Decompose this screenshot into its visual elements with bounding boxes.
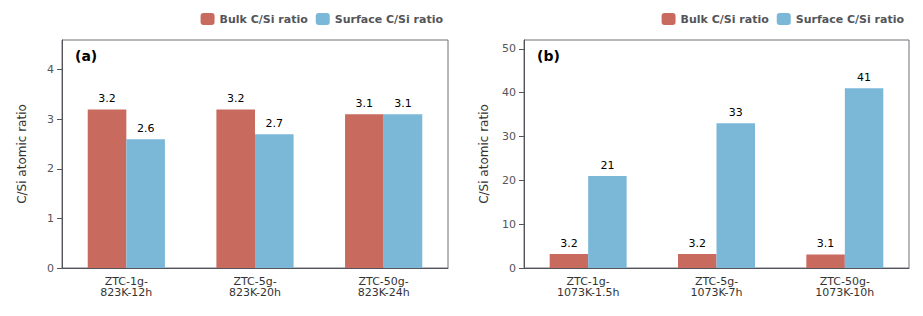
- svg-text:0: 0: [509, 262, 516, 275]
- svg-text:50: 50: [502, 42, 516, 55]
- svg-text:3: 3: [47, 113, 54, 126]
- svg-text:40: 40: [502, 86, 516, 99]
- svg-text:2.6: 2.6: [137, 122, 155, 135]
- svg-text:ZTC-5g-: ZTC-5g-: [233, 275, 277, 288]
- svg-text:Bulk C/Si ratio: Bulk C/Si ratio: [681, 13, 770, 26]
- svg-text:3.2: 3.2: [98, 92, 116, 105]
- svg-text:ZTC-50g-: ZTC-50g-: [819, 275, 870, 288]
- svg-text:1073K-10h: 1073K-10h: [815, 286, 874, 299]
- svg-text:41: 41: [857, 71, 871, 84]
- svg-text:1073K-1.5h: 1073K-1.5h: [557, 286, 620, 299]
- svg-text:3.2: 3.2: [227, 92, 245, 105]
- svg-text:21: 21: [600, 159, 614, 172]
- svg-text:Surface C/Si ratio: Surface C/Si ratio: [335, 13, 444, 26]
- svg-text:823K-12h: 823K-12h: [100, 286, 152, 299]
- svg-text:823K-24h: 823K-24h: [358, 286, 410, 299]
- svg-text:ZTC-1g-: ZTC-1g-: [566, 275, 610, 288]
- svg-text:33: 33: [729, 106, 743, 119]
- svg-text:ZTC-1g-: ZTC-1g-: [104, 275, 148, 288]
- svg-text:ZTC-50g-: ZTC-50g-: [358, 275, 409, 288]
- svg-text:4: 4: [47, 63, 54, 76]
- svg-text:1073K-7h: 1073K-7h: [691, 286, 743, 299]
- svg-text:C/Si atomic ratio: C/Si atomic ratio: [477, 104, 491, 204]
- svg-text:Bulk C/Si ratio: Bulk C/Si ratio: [220, 13, 309, 26]
- svg-text:30: 30: [502, 130, 516, 143]
- svg-text:823K-20h: 823K-20h: [229, 286, 281, 299]
- svg-text:3.2: 3.2: [560, 237, 578, 250]
- svg-text:3.1: 3.1: [394, 97, 412, 110]
- svg-text:3.2: 3.2: [689, 237, 707, 250]
- svg-text:1: 1: [47, 212, 54, 225]
- svg-text:0: 0: [47, 262, 54, 275]
- svg-text:2.7: 2.7: [266, 117, 284, 130]
- svg-text:(b): (b): [537, 48, 560, 64]
- svg-text:20: 20: [502, 174, 516, 187]
- svg-text:Surface C/Si ratio: Surface C/Si ratio: [796, 13, 905, 26]
- svg-text:C/Si atomic ratio: C/Si atomic ratio: [15, 104, 29, 204]
- svg-text:2: 2: [47, 162, 54, 175]
- svg-text:10: 10: [502, 218, 516, 231]
- svg-text:(a): (a): [75, 48, 97, 64]
- svg-text:3.1: 3.1: [817, 237, 835, 250]
- svg-text:ZTC-5g-: ZTC-5g-: [694, 275, 739, 288]
- svg-text:3.1: 3.1: [356, 97, 374, 110]
